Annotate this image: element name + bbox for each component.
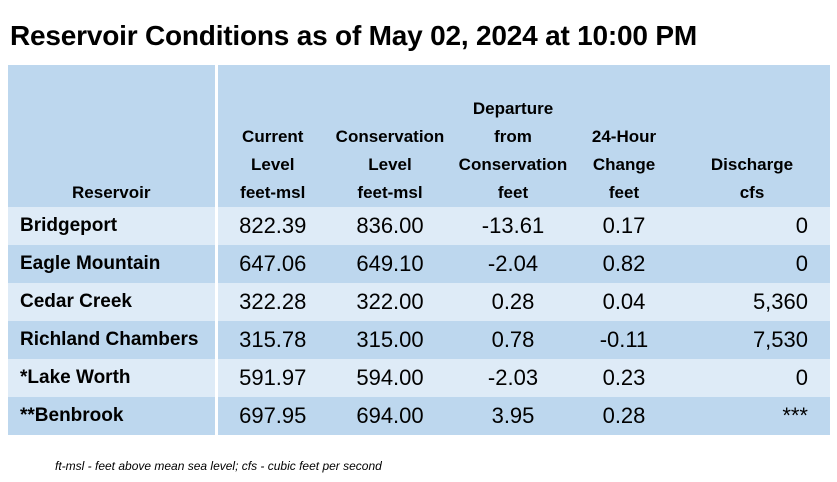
header-discharge: Discharge cfs — [674, 65, 830, 207]
conservation-level-value: 315.00 — [328, 321, 452, 359]
discharge-value: 0 — [674, 245, 830, 283]
current-level-value: 315.78 — [216, 321, 328, 359]
departure-value: -13.61 — [452, 207, 574, 245]
discharge-value: 7,530 — [674, 321, 830, 359]
header-conservation-level: Conservation Level feet-msl — [328, 65, 452, 207]
header-24-hour-change: 24-Hour Change feet — [574, 65, 674, 207]
current-level-value: 322.28 — [216, 283, 328, 321]
change-value: 0.82 — [574, 245, 674, 283]
header-current-level: Current Level feet-msl — [216, 65, 328, 207]
reservoir-name: Richland Chambers — [8, 321, 218, 359]
current-level-value: 822.39 — [216, 207, 328, 245]
change-value: 0.28 — [574, 397, 674, 435]
conservation-level-value: 594.00 — [328, 359, 452, 397]
table-row: Bridgeport 822.39 836.00 -13.61 0.17 0 — [8, 207, 830, 245]
table-row: *Lake Worth 591.97 594.00 -2.03 0.23 0 — [8, 359, 830, 397]
discharge-value: 0 — [674, 207, 830, 245]
reservoir-name: **Benbrook — [8, 397, 218, 435]
footnote: ft-msl - feet above mean sea level; cfs … — [55, 459, 382, 473]
table-row: Cedar Creek 322.28 322.00 0.28 0.04 5,36… — [8, 283, 830, 321]
page-title: Reservoir Conditions as of May 02, 2024 … — [10, 20, 697, 51]
reservoir-table: Reservoir Current Level feet-msl Conserv… — [8, 65, 830, 435]
reservoir-name: *Lake Worth — [8, 359, 218, 397]
conservation-level-value: 649.10 — [328, 245, 452, 283]
header-departure: Departure from Conservation feet — [452, 65, 574, 207]
table-header-row: Reservoir Current Level feet-msl Conserv… — [8, 65, 830, 207]
departure-value: 0.78 — [452, 321, 574, 359]
conservation-level-value: 322.00 — [328, 283, 452, 321]
discharge-value: 5,360 — [674, 283, 830, 321]
departure-value: -2.03 — [452, 359, 574, 397]
discharge-value: 0 — [674, 359, 830, 397]
departure-value: 3.95 — [452, 397, 574, 435]
table-row: Eagle Mountain 647.06 649.10 -2.04 0.82 … — [8, 245, 830, 283]
current-level-value: 647.06 — [216, 245, 328, 283]
reservoir-name: Bridgeport — [8, 207, 218, 245]
departure-value: 0.28 — [452, 283, 574, 321]
header-reservoir: Reservoir — [8, 65, 218, 207]
change-value: -0.11 — [574, 321, 674, 359]
change-value: 0.23 — [574, 359, 674, 397]
table-row: **Benbrook 697.95 694.00 3.95 0.28 *** — [8, 397, 830, 435]
conservation-level-value: 694.00 — [328, 397, 452, 435]
change-value: 0.17 — [574, 207, 674, 245]
conservation-level-value: 836.00 — [328, 207, 452, 245]
discharge-value: *** — [674, 397, 830, 435]
reservoir-name: Cedar Creek — [8, 283, 218, 321]
departure-value: -2.04 — [452, 245, 574, 283]
current-level-value: 697.95 — [216, 397, 328, 435]
table-row: Richland Chambers 315.78 315.00 0.78 -0.… — [8, 321, 830, 359]
change-value: 0.04 — [574, 283, 674, 321]
current-level-value: 591.97 — [216, 359, 328, 397]
reservoir-name: Eagle Mountain — [8, 245, 218, 283]
